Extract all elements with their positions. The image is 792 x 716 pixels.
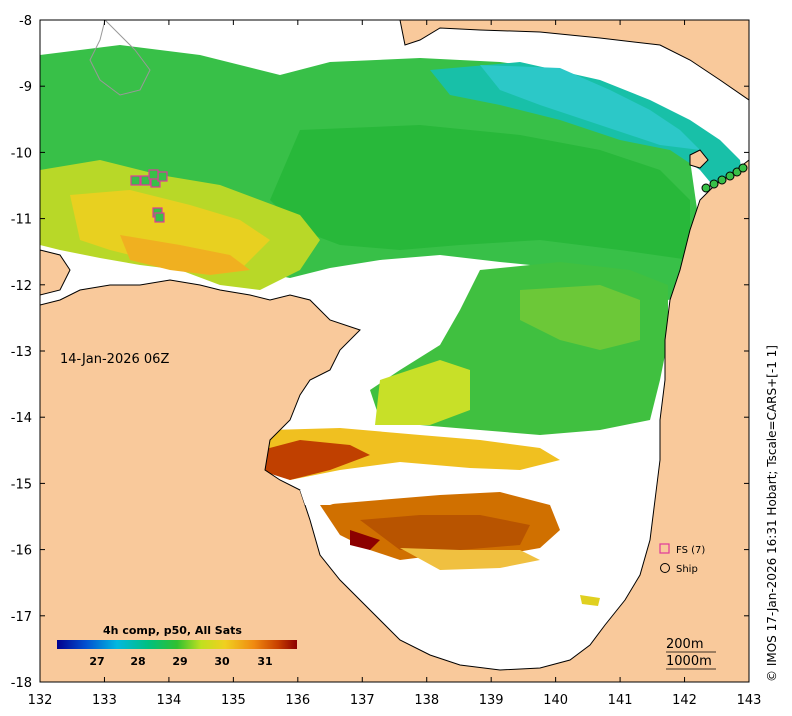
y-tick-label: -11 [11,213,32,228]
colorbar-tick-label: 30 [214,655,230,668]
x-tick-label: 134 [156,693,181,708]
y-tick-label: -16 [11,544,32,559]
y-tick-label: -14 [11,411,32,426]
x-tick-label: 133 [92,693,117,708]
contour-1000m-label: 1000m [666,654,712,669]
credit-text: © IMOS 17-Jan-2026 16:31 Hobart; Tscale=… [765,345,779,682]
x-axis: 132 133 134 135 136 137 138 139 140 141 142 143 [28,20,762,708]
y-tick-label: -12 [11,279,32,294]
fs-markers [130,169,168,223]
ship-legend-label: Ship [676,564,698,575]
x-tick-label: 141 [608,693,633,708]
y-tick-label: -15 [11,477,32,492]
x-tick-label: 143 [737,693,762,708]
x-tick-label: 140 [543,693,568,708]
x-tick-label: 139 [479,693,504,708]
x-tick-label: 135 [221,693,246,708]
y-tick-label: -8 [19,14,32,29]
legend: FS (7) Ship [659,543,705,575]
x-tick-label: 136 [285,693,310,708]
ship-legend-icon [660,563,670,573]
timestamp-label: 14-Jan-2026 06Z [60,352,169,367]
y-tick-label: -10 [11,146,32,161]
land [40,20,749,682]
colorbar-tick-label: 29 [172,655,187,668]
fs-legend-label: FS (7) [676,545,705,556]
contour-legend: 200m 1000m [666,637,716,670]
x-tick-label: 137 [350,693,375,708]
x-tick-label: 132 [28,693,53,708]
x-tick-label: 138 [414,693,439,708]
x-tick-label: 142 [672,693,697,708]
y-axis: -8 -9 -10 -11 -12 -13 -14 -15 -16 -17 -18 [11,14,749,691]
y-tick-label: -18 [11,676,32,691]
fs-legend-icon [659,543,670,554]
colorbar: 4h comp, p50, All Sats 27 28 29 30 31 [57,624,297,668]
y-tick-label: -9 [19,80,32,95]
colorbar-tick-label: 28 [130,655,145,668]
ship-markers [701,163,748,193]
colorbar-tick-label: 31 [257,655,272,668]
colorbar-tick-label: 27 [89,655,104,668]
colorbar-title: 4h comp, p50, All Sats [103,624,242,637]
y-tick-label: -17 [11,610,32,625]
sst-field [40,45,745,636]
y-tick-label: -13 [11,345,32,360]
contour-200m-label: 200m [666,637,703,652]
